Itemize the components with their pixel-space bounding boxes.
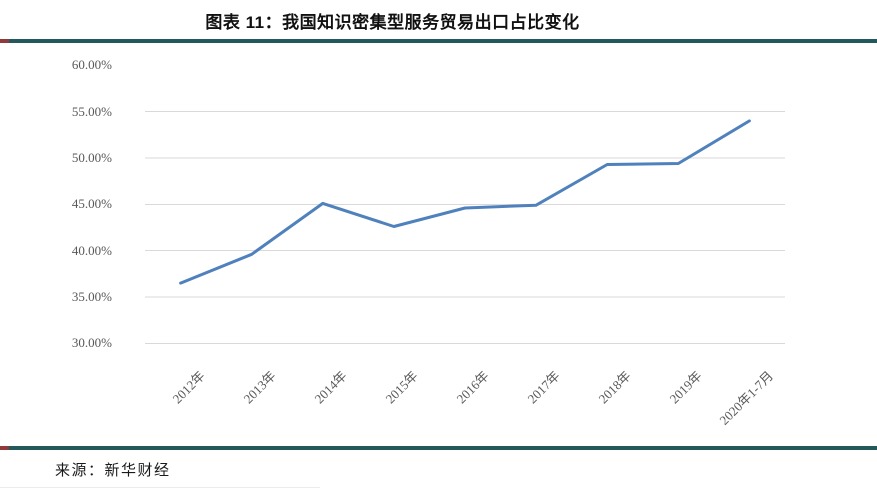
bottom-faint-line [0, 487, 320, 488]
divider-red-tick [0, 39, 9, 43]
y-axis-tick-label: 30.00% [71, 335, 112, 351]
y-axis-tick-label: 40.00% [71, 242, 112, 258]
y-axis-tick-label: 50.00% [71, 149, 112, 165]
bottom-divider-rule [0, 446, 877, 450]
source-note: 来源：新华财经 [55, 463, 171, 479]
y-axis-tick-label: 60.00% [71, 57, 112, 73]
series-line [179, 119, 751, 285]
divider-red-tick [0, 446, 9, 450]
y-axis-tick-label: 35.00% [71, 288, 112, 304]
top-divider-rule [0, 39, 877, 43]
figure-title: 图表 11：我国知识密集型服务贸易出口占比变化 [205, 13, 580, 32]
y-axis-tick-label: 55.00% [71, 103, 112, 119]
y-axis-tick-label: 45.00% [71, 196, 112, 212]
